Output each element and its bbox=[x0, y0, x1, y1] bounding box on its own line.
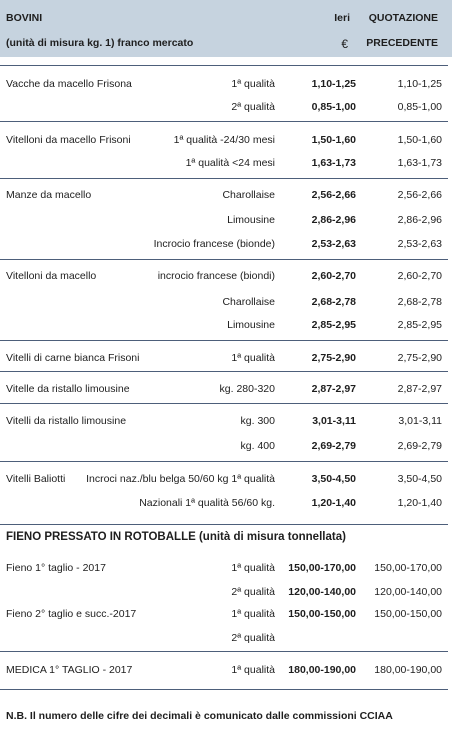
header-subtitle: (unità di misura kg. 1) franco mercato bbox=[6, 37, 194, 49]
price-precedente: 1,20-1,40 bbox=[397, 497, 442, 509]
row-label: Vitelli di carne bianca Frisoni bbox=[6, 352, 140, 364]
row-description: Incroci naz./blu belga 50/60 kg 1ª quali… bbox=[86, 473, 275, 485]
price-precedente: 2,56-2,66 bbox=[397, 189, 442, 201]
price-ieri: 1,63-1,73 bbox=[311, 157, 356, 169]
price-precedente: 120,00-140,00 bbox=[374, 586, 442, 598]
row-description: incrocio francese (biondi) bbox=[157, 270, 275, 282]
footnote: N.B. Il numero delle cifre dei decimali … bbox=[6, 710, 393, 722]
header-col-prec-line1: QUOTAZIONE bbox=[368, 12, 438, 24]
row-description: 1ª qualità bbox=[231, 78, 275, 90]
price-ieri: 3,01-3,11 bbox=[312, 415, 356, 427]
price-ieri: 120,00-140,00 bbox=[288, 586, 356, 598]
price-ieri: 180,00-190,00 bbox=[288, 664, 356, 676]
row-separator bbox=[0, 259, 448, 260]
price-precedente: 150,00-150,00 bbox=[374, 608, 442, 620]
header-title: BOVINI bbox=[6, 12, 43, 24]
row-label: Vitelloni da macello bbox=[6, 270, 97, 282]
row-description: kg. 280-320 bbox=[219, 383, 275, 395]
row-label: MEDICA 1° TAGLIO - 2017 bbox=[6, 664, 133, 676]
row-description: 2ª qualità bbox=[231, 101, 275, 113]
row-description: 1ª qualità bbox=[231, 352, 275, 364]
price-ieri: 2,56-2,66 bbox=[311, 189, 356, 201]
row-label: Vitelli Baliotti bbox=[6, 473, 66, 485]
price-precedente: 2,86-2,96 bbox=[397, 214, 442, 226]
row-description: kg. 400 bbox=[240, 440, 275, 452]
row-description: 1ª qualità bbox=[231, 562, 275, 574]
row-label: Fieno 1° taglio - 2017 bbox=[6, 562, 106, 574]
price-ieri: 2,68-2,78 bbox=[311, 296, 356, 308]
price-ieri: 150,00-170,00 bbox=[288, 562, 356, 574]
price-precedente: 3,50-4,50 bbox=[397, 473, 442, 485]
row-separator bbox=[0, 651, 448, 652]
row-description: 2ª qualità bbox=[231, 632, 275, 644]
price-ieri: 1,50-1,60 bbox=[311, 134, 356, 146]
price-ieri: 3,50-4,50 bbox=[311, 473, 356, 485]
row-description: Charollaise bbox=[222, 296, 275, 308]
price-precedente: 180,00-190,00 bbox=[374, 664, 442, 676]
price-ieri: 2,60-2,70 bbox=[311, 270, 356, 282]
table-header: BOVINI (unità di misura kg. 1) franco me… bbox=[0, 0, 452, 57]
row-label: Fieno 2° taglio e succ.-2017 bbox=[6, 608, 137, 620]
price-ieri: 150,00-150,00 bbox=[288, 608, 356, 620]
header-col-euro: € bbox=[341, 37, 348, 51]
row-description: 1ª qualità -24/30 mesi bbox=[173, 134, 275, 146]
price-ieri: 2,69-2,79 bbox=[311, 440, 356, 452]
row-separator bbox=[0, 403, 448, 404]
row-label: Manze da macello bbox=[6, 189, 92, 201]
row-description: Charollaise bbox=[222, 189, 275, 201]
row-separator bbox=[0, 121, 448, 122]
row-description: Limousine bbox=[227, 319, 275, 331]
row-description: 1ª qualità <24 mesi bbox=[185, 157, 275, 169]
price-precedente: 3,01-3,11 bbox=[398, 415, 442, 427]
price-precedente: 2,87-2,97 bbox=[397, 383, 442, 395]
row-separator bbox=[0, 340, 448, 341]
fieno-section-band bbox=[0, 524, 448, 543]
footnote-separator bbox=[0, 689, 448, 690]
price-precedente: 2,60-2,70 bbox=[397, 270, 442, 282]
price-precedente: 2,68-2,78 bbox=[397, 296, 442, 308]
row-description: 1ª qualità bbox=[231, 664, 275, 676]
price-precedente: 2,85-2,95 bbox=[397, 319, 442, 331]
header-separator bbox=[0, 65, 448, 66]
row-separator bbox=[0, 178, 448, 179]
price-precedente: 1,63-1,73 bbox=[397, 157, 442, 169]
price-ieri: 2,75-2,90 bbox=[311, 352, 356, 364]
row-description: Incrocio francese (bionde) bbox=[153, 238, 275, 250]
price-precedente: 2,75-2,90 bbox=[397, 352, 442, 364]
fieno-section-title: FIENO PRESSATO IN ROTOBALLE (unità di mi… bbox=[6, 531, 346, 543]
price-ieri: 2,85-2,95 bbox=[311, 319, 356, 331]
header-col-prec-line2: PRECEDENTE bbox=[366, 37, 438, 49]
price-precedente: 2,69-2,79 bbox=[397, 440, 442, 452]
price-ieri: 2,86-2,96 bbox=[311, 214, 356, 226]
row-separator bbox=[0, 371, 448, 372]
row-label: Vitelle da ristallo limousine bbox=[6, 383, 130, 395]
row-label: Vitelloni da macello Frisoni bbox=[6, 134, 131, 146]
row-separator bbox=[0, 461, 448, 462]
price-precedente: 150,00-170,00 bbox=[374, 562, 442, 574]
price-precedente: 1,10-1,25 bbox=[397, 78, 442, 90]
row-description: Nazionali 1ª qualità 56/60 kg. bbox=[139, 497, 275, 509]
price-ieri: 2,53-2,63 bbox=[311, 238, 356, 250]
price-ieri: 2,87-2,97 bbox=[311, 383, 356, 395]
price-ieri: 0,85-1,00 bbox=[311, 101, 356, 113]
price-precedente: 1,50-1,60 bbox=[397, 134, 442, 146]
row-description: 2ª qualità bbox=[231, 586, 275, 598]
price-ieri: 1,20-1,40 bbox=[311, 497, 356, 509]
row-description: 1ª qualità bbox=[231, 608, 275, 620]
row-label: Vacche da macello Frisona bbox=[6, 78, 132, 90]
row-label: Vitelli da ristallo limousine bbox=[6, 415, 127, 427]
price-precedente: 2,53-2,63 bbox=[397, 238, 442, 250]
header-col-ieri: Ieri bbox=[334, 12, 350, 24]
price-precedente: 0,85-1,00 bbox=[397, 101, 442, 113]
price-ieri: 1,10-1,25 bbox=[311, 78, 356, 90]
row-description: kg. 300 bbox=[240, 415, 275, 427]
row-description: Limousine bbox=[227, 214, 275, 226]
